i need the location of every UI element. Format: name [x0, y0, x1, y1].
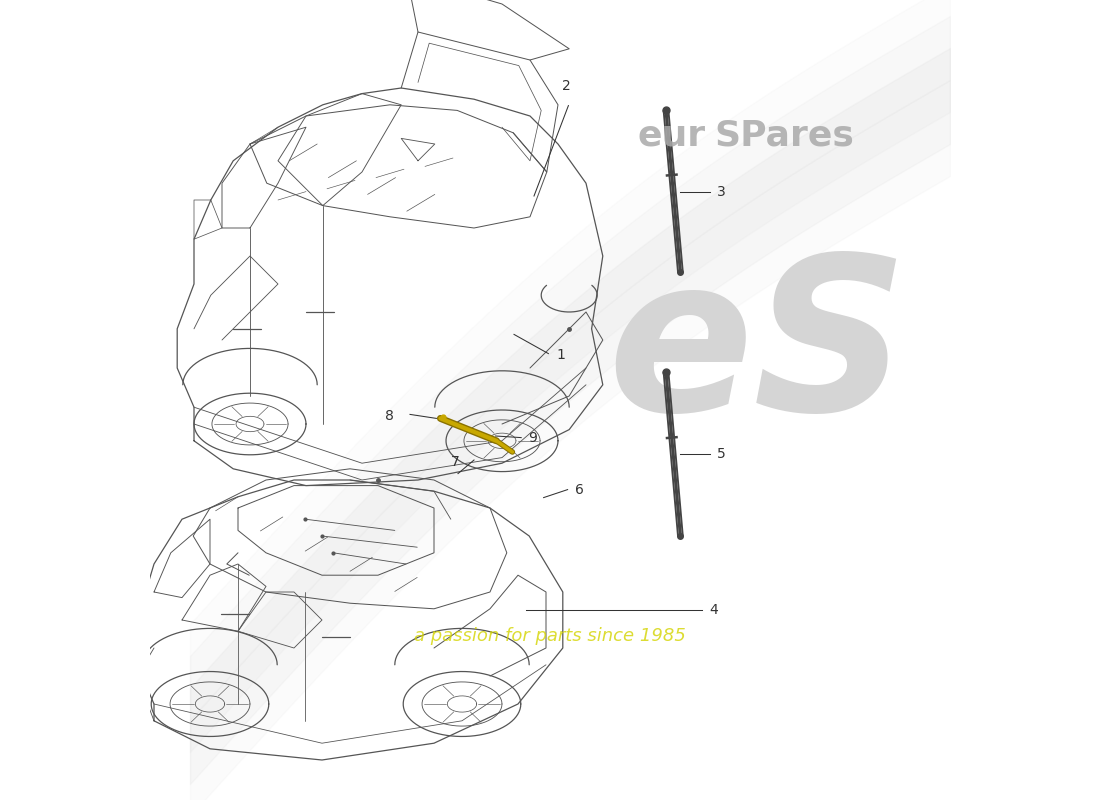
Text: 2: 2 [562, 78, 571, 93]
Text: 9: 9 [528, 431, 537, 446]
Text: a passion for parts since 1985: a passion for parts since 1985 [414, 627, 686, 645]
Text: 5: 5 [717, 447, 726, 462]
Text: 6: 6 [575, 482, 584, 497]
Text: 4: 4 [710, 602, 718, 617]
Text: SPares: SPares [714, 119, 854, 153]
Text: eur: eur [638, 119, 706, 153]
Text: 3: 3 [717, 185, 726, 199]
Text: 8: 8 [385, 409, 394, 423]
Text: 7: 7 [450, 454, 459, 469]
Text: eS: eS [607, 247, 909, 457]
Text: 1: 1 [557, 348, 565, 362]
